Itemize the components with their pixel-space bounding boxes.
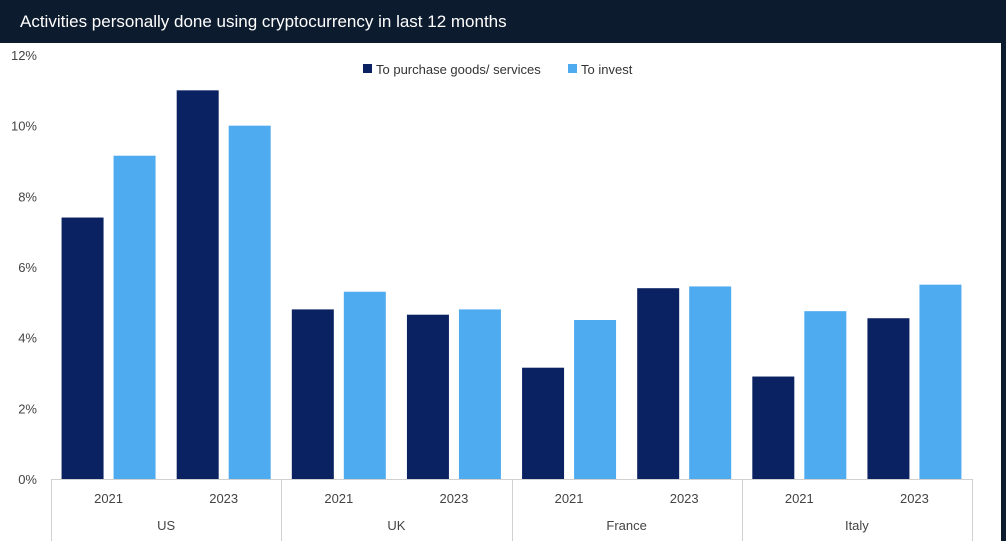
frame-border — [1001, 43, 1006, 541]
legend: To purchase goods/ services To invest — [363, 62, 633, 77]
x-tick-year: 2021 — [555, 491, 584, 506]
x-axis: 2021 2023 US 2021 2023 UK 2021 2023 France 2021 20… — [51, 479, 973, 541]
x-group-label: France — [606, 518, 646, 533]
x-group-label: Italy — [845, 518, 869, 533]
x-tick-year: 2023 — [209, 491, 238, 506]
y-tick-label: 10% — [11, 119, 37, 134]
x-tick-year: 2021 — [94, 491, 123, 506]
bar-purchase — [752, 376, 795, 479]
bar-invest — [689, 286, 732, 479]
y-tick-label: 2% — [18, 401, 37, 416]
bar-invest — [919, 284, 962, 479]
legend-swatch — [363, 64, 372, 73]
y-tick-label: 8% — [18, 189, 37, 204]
y-tick-label: 0% — [18, 472, 37, 487]
bar-purchase — [867, 318, 910, 479]
y-tick-label: 4% — [18, 331, 37, 346]
bar-invest — [228, 125, 271, 480]
y-axis: 0% 2% 4% 6% 8% 10% 12% — [11, 48, 37, 487]
y-tick-label: 6% — [18, 260, 37, 275]
x-tick-year: 2021 — [785, 491, 814, 506]
bar-invest — [458, 309, 501, 479]
x-tick-year: 2021 — [324, 491, 353, 506]
legend-label: To invest — [581, 62, 633, 77]
bar-purchase — [176, 90, 219, 479]
legend-label: To purchase goods/ services — [376, 62, 541, 77]
bar-invest — [804, 311, 847, 479]
bar-invest — [574, 320, 617, 479]
bars — [61, 90, 962, 480]
x-tick-year: 2023 — [439, 491, 468, 506]
x-tick-year: 2023 — [670, 491, 699, 506]
bar-invest — [343, 291, 386, 479]
bar-purchase — [637, 288, 680, 479]
x-group-label: UK — [387, 518, 405, 533]
bar-invest — [113, 155, 156, 479]
bar-purchase — [522, 367, 565, 479]
legend-swatch — [568, 64, 577, 73]
y-tick-label: 12% — [11, 48, 37, 63]
x-group-label: US — [157, 518, 175, 533]
x-tick-year: 2023 — [900, 491, 929, 506]
bar-purchase — [406, 314, 449, 479]
chart-title: Activities personally done using cryptoc… — [0, 0, 1006, 43]
bar-purchase — [291, 309, 334, 479]
bar-purchase — [61, 217, 104, 480]
